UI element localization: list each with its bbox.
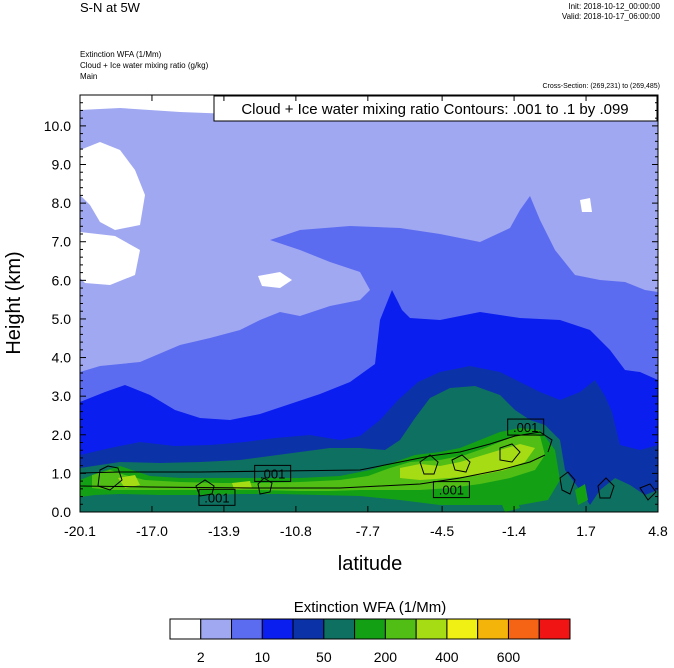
colorbar-swatch	[231, 618, 263, 640]
init-time: Init: 2018-10-12_00:00:00	[568, 2, 660, 11]
contour-info-box: Cloud + Ice water mixing ratio Contours:…	[213, 95, 658, 122]
field-name-mixing-ratio: Cloud + Ice water mixing ratio (g/kg)	[80, 61, 209, 70]
colorbar-swatch	[169, 618, 202, 640]
run-times: Init: 2018-10-12_00:00:00 Valid: 2018-10…	[562, 2, 660, 22]
colorbar-swatch	[384, 618, 417, 640]
y-tick-label: 7.0	[52, 234, 72, 250]
x-axis-label: latitude	[338, 553, 403, 575]
colorbar-swatch	[507, 618, 540, 640]
colorbar-swatch	[538, 618, 571, 640]
y-tick-label: 2.0	[52, 427, 72, 443]
colorbar-swatch	[261, 618, 294, 640]
clear-region-upper-left	[80, 142, 145, 230]
x-tick-label: -10.8	[280, 523, 312, 539]
y-tick-label: 10.0	[44, 118, 71, 134]
colorbar	[169, 618, 571, 640]
y-tick-label: 6.0	[52, 272, 72, 288]
colorbar-tick-label: 200	[374, 649, 398, 665]
x-tick-label: -4.5	[430, 523, 454, 539]
contour-label: .001	[204, 490, 229, 505]
colorbar-tick-label: 400	[435, 649, 459, 665]
valid-time: Valid: 2018-10-17_06:00:00	[561, 12, 660, 21]
y-tick-label: 0.0	[52, 504, 72, 520]
colorbar-tick-label: 50	[316, 649, 332, 665]
y-tick-label: 1.0	[52, 465, 72, 481]
y-tick-label: 9.0	[52, 157, 72, 173]
x-tick-label: -17.0	[136, 523, 168, 539]
contour-label-box	[254, 464, 292, 482]
y-tick-label: 8.0	[52, 195, 72, 211]
yellow-green-patch	[118, 475, 140, 488]
colorbar-swatch	[415, 618, 448, 640]
colorbar-swatch	[446, 618, 479, 640]
colorbar-title: Extinction WFA (1/Mm)	[294, 599, 447, 616]
x-tick-label: -7.7	[356, 523, 380, 539]
y-tick-label: 5.0	[52, 311, 72, 327]
shaded-field	[80, 95, 658, 512]
x-tick-label: -20.1	[64, 523, 96, 539]
clear-region-left-mid	[80, 232, 140, 285]
y-tick-label: 4.0	[52, 350, 72, 366]
y-tick-label: 3.0	[52, 388, 72, 404]
x-axis: -20.1 -17.0 -13.9 -10.8 -7.7 -4.5 -1.4 1.7 4.8	[64, 95, 668, 539]
colorbar-swatch	[200, 618, 233, 640]
y-axis: 0.0 1.0 2.0 3.0 4.0 5.0 6.0 7.0 8.0 9.0 10.0	[44, 94, 658, 520]
x-tick-label: 1.7	[576, 523, 596, 539]
colorbar-labels: 2 10 50 200 400 600	[197, 649, 520, 665]
contour-info-frame	[213, 95, 658, 122]
contour-label: .001	[439, 483, 464, 498]
contour-label-box	[198, 488, 236, 506]
green-spot-right	[575, 484, 588, 505]
colorbar-swatch	[354, 618, 386, 640]
x-tick-label: -1.4	[502, 523, 526, 539]
yellow-green-region	[400, 444, 535, 480]
clear-patch-2	[580, 198, 592, 212]
field-name-extinction: Extinction WFA (1/Mm)	[80, 50, 162, 59]
green-spot-bottom	[500, 495, 520, 512]
contour-label-box	[507, 418, 545, 436]
x-tick-label: 4.8	[648, 523, 668, 539]
colorbar-tick-label: 2	[197, 649, 205, 665]
cross-section-label: Cross-Section: (269,231) to (269,485)	[542, 83, 660, 90]
colorbar-tick-label: 600	[497, 649, 521, 665]
contour-info-text: Cloud + Ice water mixing ratio Contours:…	[241, 101, 628, 118]
x-tick-label: -13.9	[208, 523, 240, 539]
contour-label-box	[432, 481, 470, 499]
colorbar-tick-label: 10	[255, 649, 271, 665]
contour-label: .001	[260, 466, 285, 481]
y-axis-label: Height (km)	[3, 251, 25, 354]
contour-labels: .001 .001 .001 .001	[198, 418, 545, 506]
colorbar-swatch	[292, 618, 325, 640]
contour-label: .001	[513, 420, 538, 435]
yellow-green-patch-2	[232, 481, 252, 489]
colorbar-swatch	[477, 618, 509, 640]
plot-title: S-N at 5W	[80, 0, 140, 15]
mixing-ratio-contours	[80, 431, 657, 501]
clear-patch	[258, 272, 292, 288]
field-name-main: Main	[80, 72, 98, 81]
colorbar-swatch	[323, 618, 356, 640]
